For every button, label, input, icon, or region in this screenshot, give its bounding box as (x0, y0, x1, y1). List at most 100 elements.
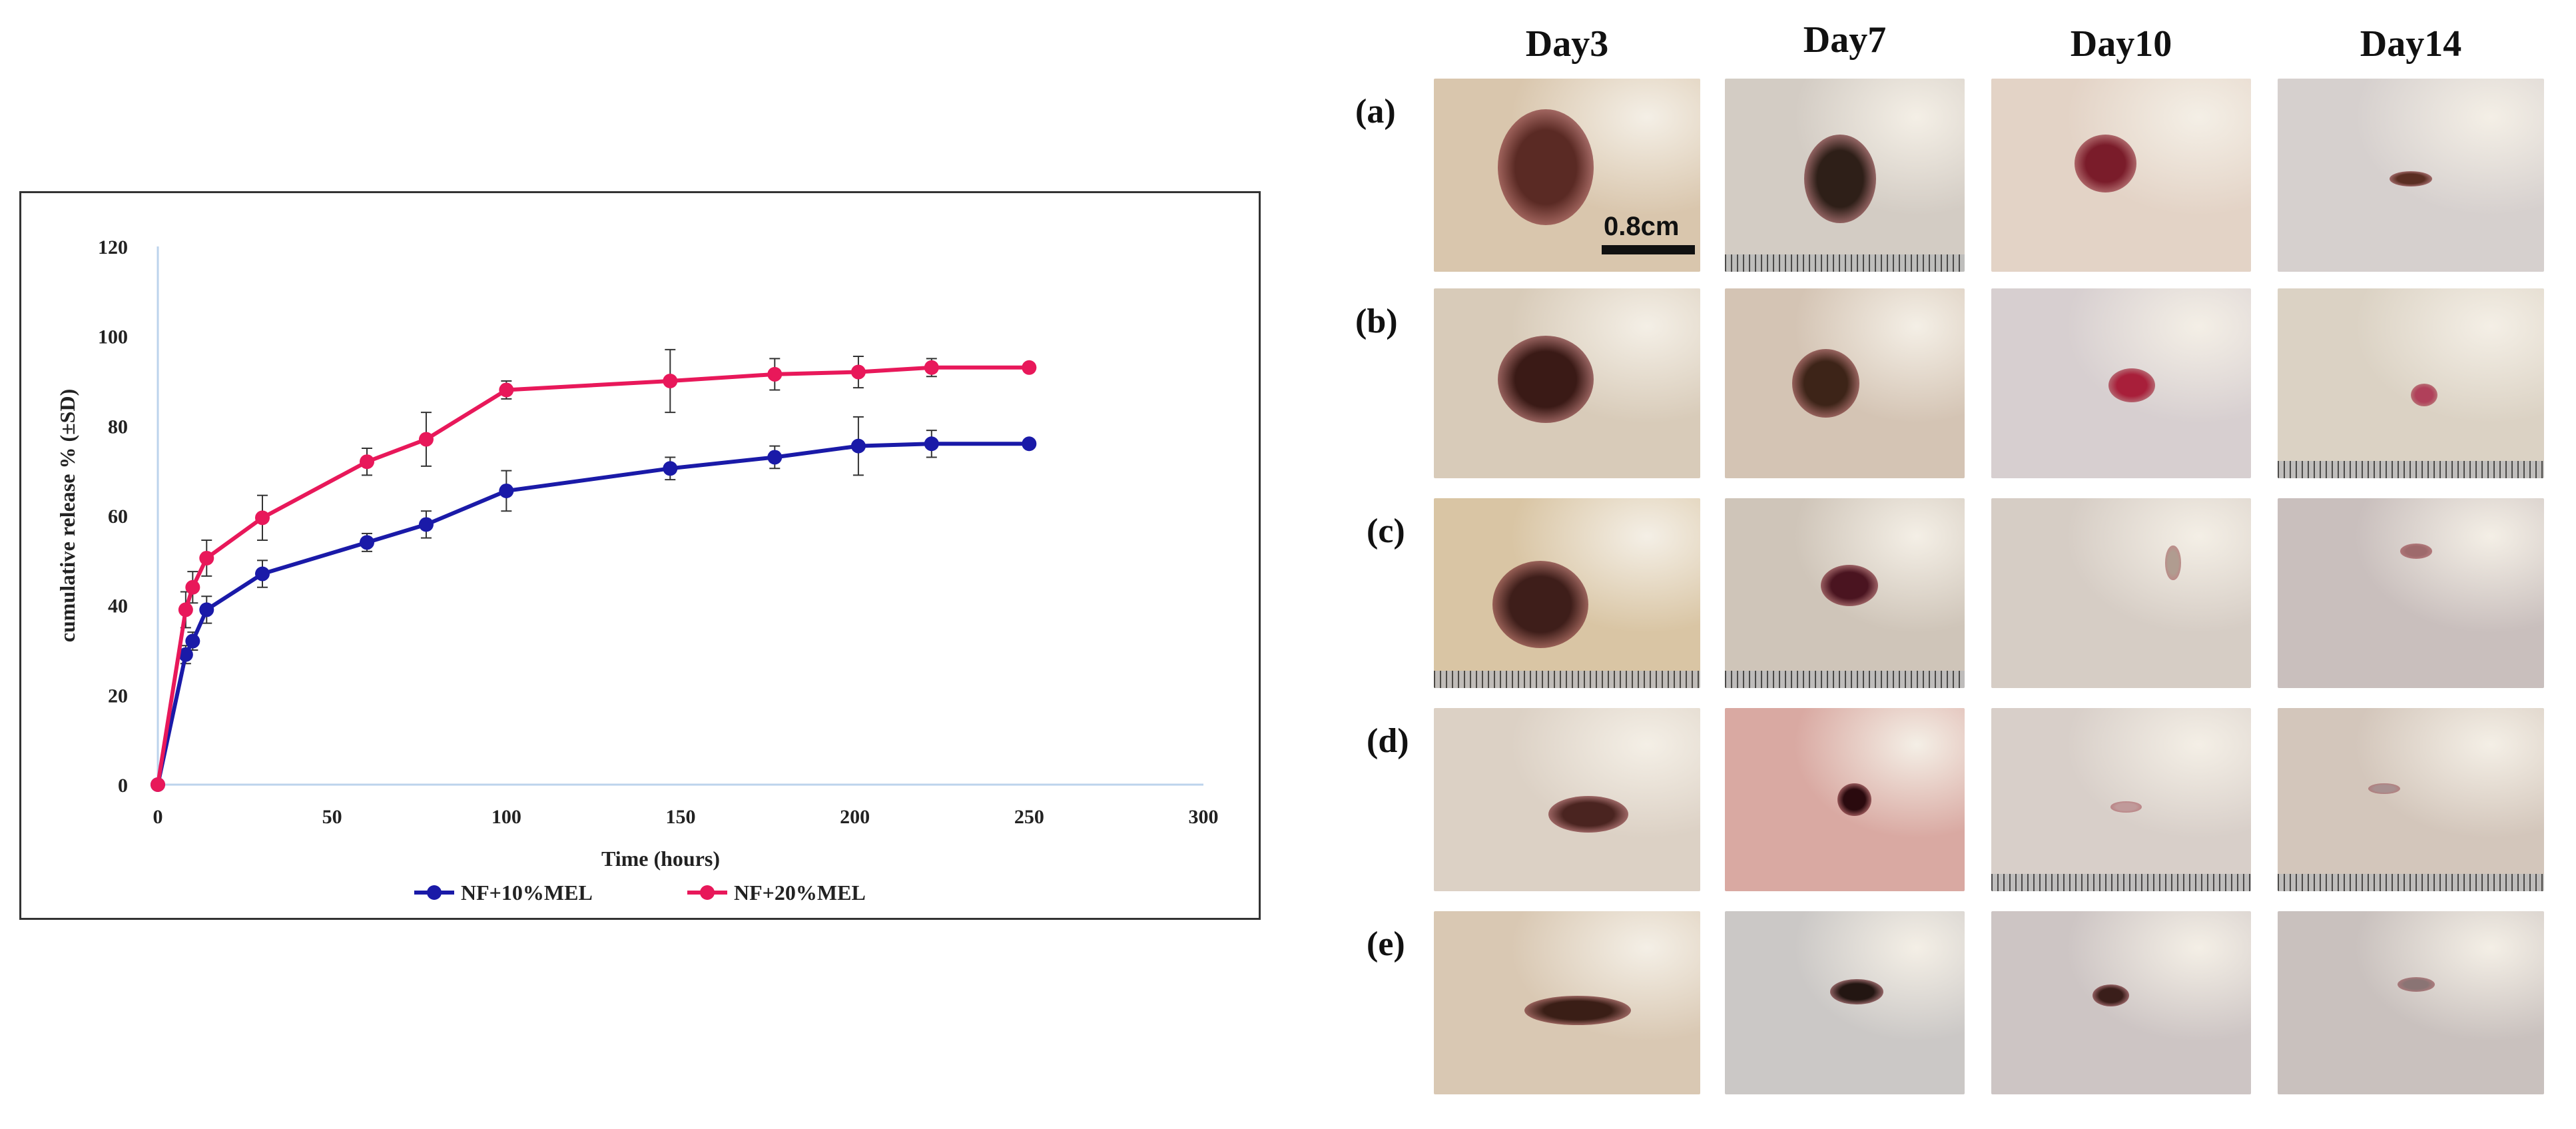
column-header-day7: Day7 (1803, 19, 1887, 61)
wound-mark (2074, 135, 2137, 193)
series-layer (151, 348, 1037, 792)
wound-photo-b-day7 (1725, 288, 1965, 478)
row-label-5: (e) (1367, 925, 1405, 963)
data-point (178, 647, 193, 662)
series-line (156, 365, 1030, 785)
ruler-strip (1725, 671, 1965, 688)
scale-bar (1602, 245, 1695, 254)
wound-mark (1548, 796, 1628, 833)
data-point (663, 461, 678, 476)
wound-photo-e-day7 (1725, 911, 1965, 1094)
wound-photo-e-day14 (2278, 911, 2544, 1094)
x-tick-label: 200 (840, 806, 870, 828)
data-point (185, 579, 200, 595)
data-point (418, 517, 434, 532)
series-2 (151, 348, 1037, 792)
wound-photo-a-day7 (1725, 79, 1965, 272)
wound-photo-b-day3 (1434, 288, 1700, 478)
wound-mark (1821, 564, 1879, 607)
wound-photo-d-day10 (1991, 708, 2251, 891)
wound-mark (1830, 978, 1883, 1005)
y-tick-label: 20 (108, 685, 128, 707)
wound-photo-d-day7 (1725, 708, 1965, 891)
wound-mark (2093, 984, 2129, 1006)
data-point (767, 450, 783, 465)
data-point (255, 510, 270, 526)
ruler-strip (1434, 671, 1700, 688)
axes-layer: 0 20 40 60 80 100 120 0 50 100 150 200 250 300 Time (h… (55, 236, 1219, 871)
data-point (178, 602, 193, 617)
x-tick-label: 100 (491, 806, 521, 828)
x-tick-label: 150 (666, 806, 696, 828)
data-point (360, 535, 374, 550)
x-axis-title: Time (hours) (601, 847, 720, 871)
wound-photo-e-day10 (1991, 911, 2251, 1094)
row-label-2: (b) (1355, 302, 1398, 340)
data-point (1022, 436, 1037, 452)
wound-mark (1524, 995, 1631, 1025)
wound-mark (2390, 171, 2432, 187)
x-tick-label: 0 (153, 806, 163, 828)
data-point (199, 602, 214, 617)
wound-mark (2400, 544, 2432, 560)
series-1 (151, 416, 1037, 792)
release-chart-panel: 0 20 40 60 80 100 120 0 50 100 150 200 250 300 Time (h… (19, 191, 1261, 920)
legend-marker-1 (427, 885, 442, 900)
release-chart: 0 20 40 60 80 100 120 0 50 100 150 200 250 300 Time (h… (55, 236, 1219, 905)
wound-photo-c-day14 (2278, 498, 2544, 688)
wound-mark (2398, 977, 2435, 992)
ruler-strip (1991, 874, 2251, 891)
y-tick-label: 100 (98, 326, 128, 348)
data-point (499, 382, 514, 398)
wound-photo-c-day7 (1725, 498, 1965, 688)
wound-photo-a-day3: 0.8cm (1434, 79, 1700, 272)
wound-photo-d-day14 (2278, 708, 2544, 891)
wound-mark (1837, 783, 1871, 817)
y-tick-label: 120 (98, 236, 128, 258)
scale-bar-label: 0.8cm (1604, 212, 1680, 241)
data-point (1022, 360, 1037, 375)
wound-photo-grid: Day3 Day7 Day10 Day14 (a) 0.8cm (b) (c) (d) (e) (1325, 0, 2576, 1129)
wound-photo-d-day3 (1434, 708, 1700, 891)
legend-label-2: NF+20%MEL (734, 881, 866, 905)
row-label-3: (c) (1367, 512, 1405, 550)
x-tick-label: 300 (1189, 806, 1219, 828)
data-point (663, 374, 678, 388)
wound-photo-e-day3 (1434, 911, 1700, 1094)
data-point (151, 777, 165, 792)
wound-photo-a-day10 (1991, 79, 2251, 272)
data-point (767, 366, 783, 382)
wound-mark (1498, 336, 1594, 424)
wound-mark (2368, 783, 2400, 795)
wound-mark (2411, 383, 2437, 406)
wound-photo-b-day10 (1991, 288, 2251, 478)
data-point (255, 566, 270, 581)
y-axis-title: cumulative release % (±SD) (55, 389, 79, 642)
ruler-strip (2278, 874, 2544, 891)
data-point (185, 633, 200, 649)
ruler-strip (2278, 461, 2544, 478)
data-point (499, 483, 514, 498)
data-point (924, 436, 939, 452)
data-point (199, 550, 214, 565)
column-header-day14: Day14 (2360, 23, 2462, 65)
y-tick-label: 0 (118, 775, 128, 797)
data-point (850, 438, 866, 454)
wound-mark (2110, 801, 2142, 813)
series-line (156, 442, 1030, 785)
x-tick-label: 50 (322, 806, 342, 828)
y-tick-label: 40 (108, 595, 128, 617)
column-header-day10: Day10 (2070, 23, 2172, 65)
wound-mark (1803, 135, 1876, 224)
legend: NF+10%MEL NF+20%MEL (414, 881, 866, 905)
y-tick-label: 60 (108, 506, 128, 528)
data-point (418, 432, 434, 447)
data-point (360, 454, 374, 470)
wound-mark (2165, 546, 2181, 580)
wound-photo-a-day14 (2278, 79, 2544, 272)
column-header-day3: Day3 (1525, 23, 1609, 65)
wound-mark (1791, 349, 1859, 418)
data-point (924, 360, 939, 375)
x-tick-label: 250 (1014, 806, 1044, 828)
legend-label-1: NF+10%MEL (461, 881, 593, 905)
